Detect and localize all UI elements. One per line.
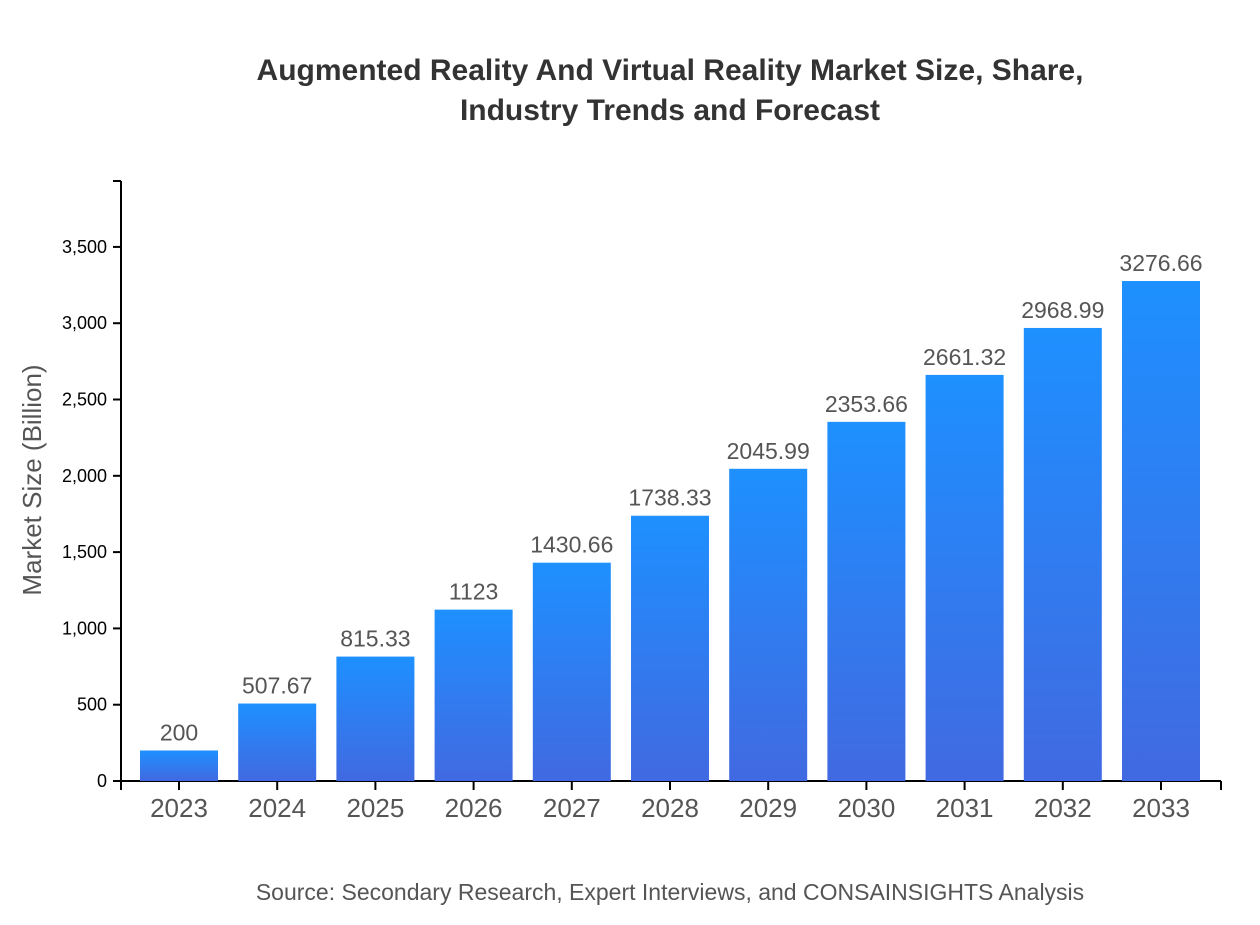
x-tick-label: 2029 <box>739 793 797 823</box>
y-tick-label: 3,000 <box>62 313 107 333</box>
x-tick-label: 2024 <box>248 793 306 823</box>
data-label: 2661.32 <box>923 344 1006 370</box>
bar-2027 <box>532 562 611 781</box>
source-note: Source: Secondary Research, Expert Inter… <box>256 879 1084 905</box>
bar-2024 <box>238 703 317 781</box>
bar-2028 <box>631 515 709 781</box>
data-label: 200 <box>160 719 198 745</box>
x-tick-label: 2032 <box>1034 793 1092 823</box>
x-tick-label: 2033 <box>1132 793 1190 823</box>
x-tick-label: 2026 <box>445 793 503 823</box>
data-label: 1430.66 <box>530 532 613 558</box>
x-tick-label: 2023 <box>150 793 208 823</box>
x-tick-label: 2028 <box>641 793 699 823</box>
data-label: 507.67 <box>242 673 312 699</box>
bar-2033 <box>1122 281 1200 781</box>
data-label: 1738.33 <box>628 485 711 511</box>
data-label: 2045.99 <box>727 438 810 464</box>
bar-2031 <box>925 374 1004 781</box>
bar-2026 <box>434 609 513 781</box>
bar-2025 <box>336 656 415 781</box>
y-tick-label: 1,500 <box>62 542 107 562</box>
data-label: 1123 <box>449 579 498 605</box>
y-tick-label: 3,500 <box>62 237 107 257</box>
bar-2030 <box>827 421 906 781</box>
y-tick-label: 2,500 <box>62 390 107 410</box>
bar-2029 <box>729 468 808 781</box>
x-tick-label: 2027 <box>543 793 601 823</box>
y-tick-label: 0 <box>97 771 107 791</box>
chart-title-line-2: Industry Trends and Forecast <box>460 94 880 127</box>
y-axis-label: Market Size (Billion) <box>17 364 47 595</box>
data-label: 815.33 <box>340 626 410 652</box>
y-tick-label: 2,000 <box>62 466 107 486</box>
y-tick-label: 500 <box>77 695 107 715</box>
x-tick-label: 2030 <box>837 793 895 823</box>
x-tick-label: 2025 <box>346 793 404 823</box>
data-label: 2968.99 <box>1021 297 1104 323</box>
bar-2023 <box>140 750 218 781</box>
data-label: 2353.66 <box>825 391 908 417</box>
chart-title-line-1: Augmented Reality And Virtual Reality Ma… <box>257 54 1084 87</box>
y-tick-label: 1,000 <box>62 618 107 638</box>
x-tick-label: 2031 <box>936 793 994 823</box>
data-label: 3276.66 <box>1119 250 1202 276</box>
bar-2032 <box>1023 327 1102 781</box>
